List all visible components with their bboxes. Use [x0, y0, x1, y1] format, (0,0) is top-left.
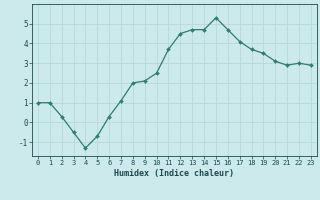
X-axis label: Humidex (Indice chaleur): Humidex (Indice chaleur)	[115, 169, 234, 178]
